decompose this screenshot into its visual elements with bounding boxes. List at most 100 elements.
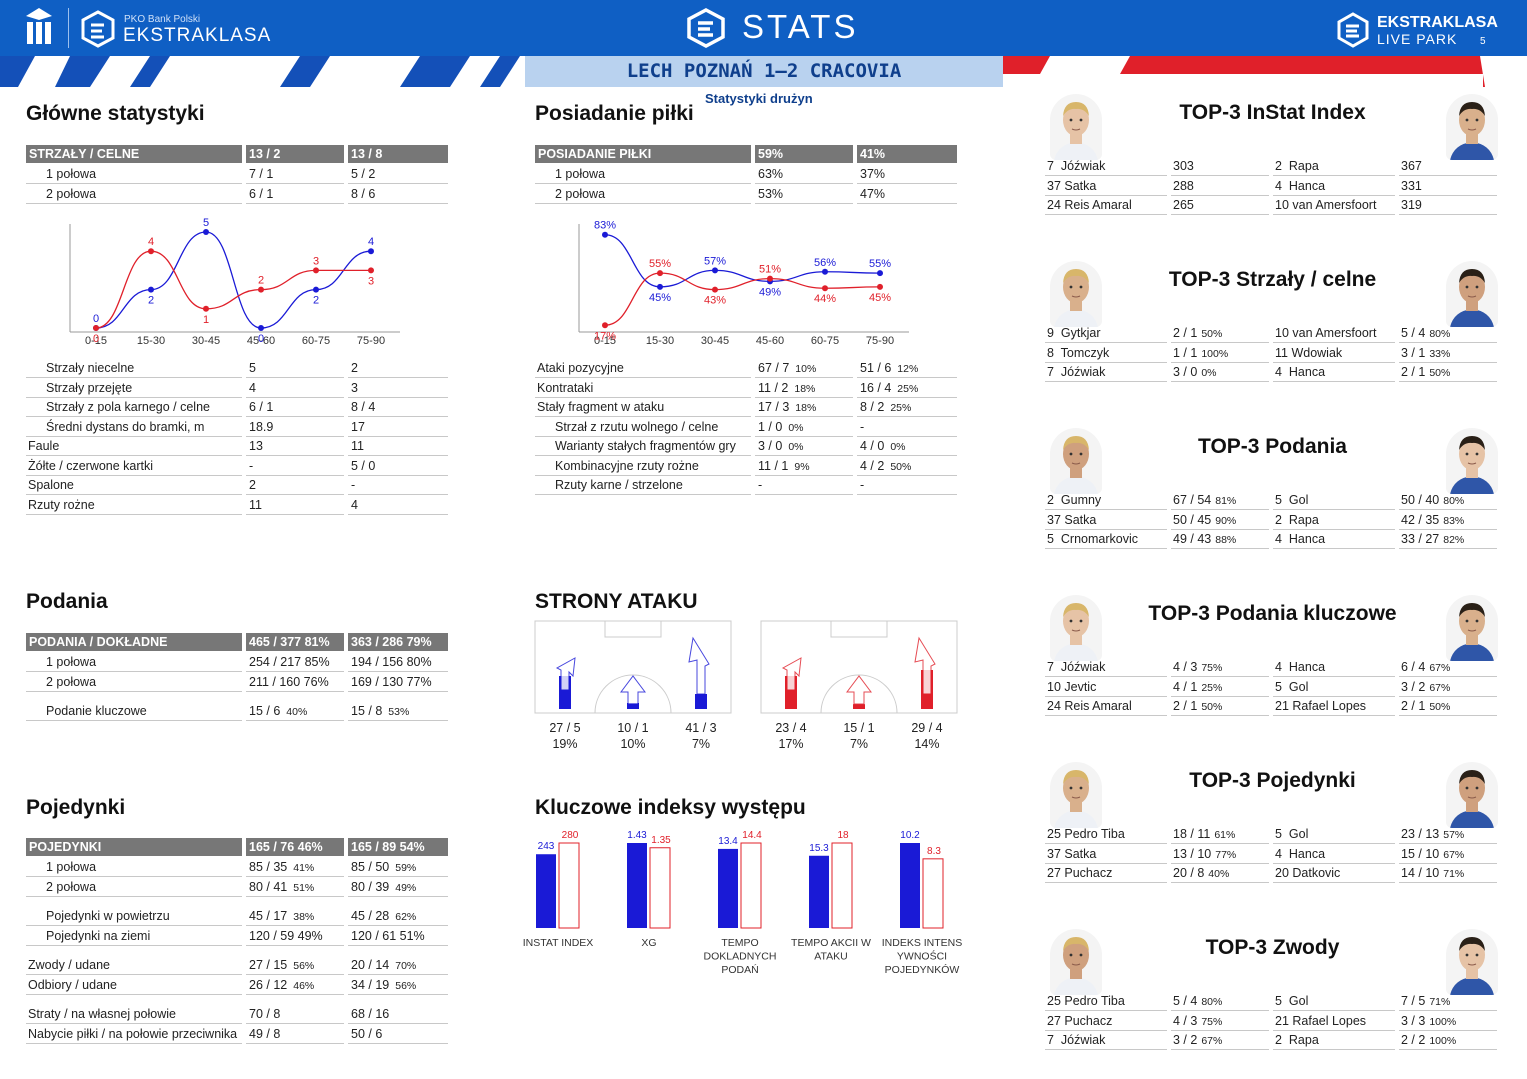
main-stats-table: STRZAŁY / CELNE 13 / 2 13 / 8 1 połowa 7 / 1… — [26, 145, 448, 204]
cell-percent: 25% — [890, 402, 912, 414]
x-tick-label: 15-30 — [137, 335, 165, 347]
home-point — [368, 248, 374, 255]
top-cell: 3 / 3 100% — [1399, 1012, 1497, 1031]
player-value: 2 / 1 — [1173, 326, 1198, 340]
cell-value: Kontrataki — [537, 380, 594, 395]
player-value: 319 — [1401, 198, 1422, 212]
player-value: 303 — [1173, 159, 1194, 173]
table-row: Stały fragment w ataku 17 / 3 18% 8 / 2 25% — [535, 398, 957, 417]
table-cell: - — [857, 476, 957, 495]
player-name: 11 Wdowiak — [1275, 345, 1343, 360]
home-player-photo — [1050, 428, 1102, 494]
table-cell: 13 — [246, 437, 344, 456]
top-cell: 4 / 1 25% — [1171, 678, 1269, 697]
table-cell: 45 / 28 62% — [348, 907, 448, 926]
player-value: 1 / 1 — [1173, 345, 1198, 360]
league-text: EKSTRAKLASA — [123, 25, 272, 46]
sponsor-text: PKO Bank Polski — [124, 14, 201, 25]
player-percent: 50% — [1429, 367, 1451, 379]
table-cell: 1 połowa — [535, 165, 751, 184]
player-name: 7 Jóźwiak — [1047, 159, 1106, 173]
subtitle: Statystyki drużyn — [705, 91, 813, 106]
away-player-photo — [1446, 762, 1498, 828]
player-value: 20 / 8 — [1173, 866, 1205, 880]
category-label: TEMPO — [721, 937, 758, 949]
table-row: 2 połowa 211 / 160 76% 169 / 130 77% — [26, 673, 448, 692]
category-label: DOKLADNYCH — [704, 951, 777, 963]
cell-value: 15 / 6 — [249, 704, 281, 718]
table-row: 1 połowa 7 / 1 5 / 2 — [26, 165, 448, 184]
table-cell: 165 / 76 46% — [246, 838, 344, 856]
attack-percent: 7% — [692, 737, 710, 751]
attack-value: 41 / 3 — [685, 721, 716, 735]
table-cell: 120 / 61 51% — [348, 927, 448, 946]
top-cell: 4 / 3 75% — [1171, 658, 1269, 677]
home-player-photo — [1050, 929, 1102, 995]
player-value: 5 / 4 — [1401, 326, 1426, 340]
attack-value: 10 / 1 — [617, 721, 648, 735]
player-name: 27 Puchacz — [1047, 866, 1113, 880]
cell-value: 67 / 7 — [758, 361, 790, 375]
home-bar — [718, 848, 738, 928]
table-cell: 1 / 0 0% — [755, 418, 853, 437]
cell-value: 26 / 12 — [249, 977, 288, 992]
home-bar — [809, 855, 829, 928]
away-data-label: 45% — [869, 292, 891, 304]
away-bar-label: 18 — [837, 830, 849, 841]
away-player-photo — [1446, 94, 1498, 160]
home-point — [313, 286, 319, 293]
category-label: INSTAT INDEX — [523, 937, 594, 949]
cell-value: Rzuty karne / strzelone — [555, 478, 683, 492]
cell-value: Kombinacyjne rzuty rożne — [555, 458, 699, 473]
table-row: 2 połowa 80 / 41 51% 80 / 39 49% — [26, 878, 448, 897]
penalty-box — [830, 620, 888, 638]
away-bar-label: 14.4 — [742, 830, 762, 841]
attack-value: 23 / 4 — [775, 721, 806, 735]
table-cell: 169 / 130 77% — [348, 673, 448, 692]
table-cell: 59% — [755, 145, 853, 163]
top-cell: 2 / 1 50% — [1399, 697, 1497, 716]
attack-arrow-icon — [846, 675, 872, 705]
top-cell: 2 Rapa — [1273, 511, 1395, 530]
livepark-logo-icon — [1337, 12, 1369, 48]
top-cell: 4 Hanca — [1273, 177, 1395, 196]
player-value: 3 / 0 — [1173, 365, 1198, 379]
top-cell: 11 Wdowiak — [1273, 344, 1395, 363]
top-cell: 49 / 43 88% — [1171, 530, 1269, 549]
category-label: PODAŃ — [721, 963, 758, 976]
possession-table: POSIADANIE PIŁKI 59% 41% 1 połowa 63% 37% 2 po… — [535, 145, 957, 205]
top-cell: 21 Rafael Lopes — [1273, 1012, 1395, 1031]
top-cell: 2 Rapa — [1273, 1031, 1395, 1050]
cell-value: - — [249, 458, 254, 473]
away-point — [657, 270, 663, 277]
top-cell: 2 / 1 50% — [1399, 363, 1497, 382]
player-name: 24 Reis Amaral — [1047, 198, 1132, 212]
player-name: 5 Crnomarkovic — [1047, 532, 1138, 546]
shots-chart: 0-15 15-30 30-45 45-60 60-75 75-90 0 2 5 0 2 4 0 4 1 2 3… — [69, 217, 400, 347]
player-name: 5 Gol — [1275, 827, 1309, 841]
player-value: 2 / 1 — [1401, 365, 1426, 379]
top-cell: 2 Rapa — [1273, 157, 1395, 176]
cell-percent: 51% — [293, 881, 315, 894]
center-circle — [594, 674, 672, 714]
top-cell: 23 / 13 57% — [1399, 825, 1497, 844]
player-name: 7 Jóźwiak — [1047, 365, 1106, 379]
table-cell: Strzały przejęte — [26, 379, 242, 398]
player-percent: 80% — [1429, 328, 1451, 340]
player-percent: 71% — [1429, 996, 1451, 1008]
away-bar — [740, 842, 762, 929]
player-percent: 67% — [1201, 1035, 1223, 1047]
table-cell: 20 / 14 70% — [348, 956, 448, 975]
player-percent: 61% — [1214, 829, 1236, 841]
player-value: 367 — [1401, 159, 1422, 173]
top-cell: 7 Jóźwiak — [1045, 1031, 1167, 1050]
top-cell: 5 Gol — [1273, 992, 1395, 1011]
cell-value: 70 / 8 — [249, 1007, 281, 1021]
player-percent: 100% — [1429, 1015, 1457, 1028]
table-cell: 2 — [348, 359, 448, 378]
category-label: XG — [641, 937, 656, 949]
table-cell: Pojedynki w powietrzu — [26, 907, 242, 926]
player-value: 67 / 54 — [1173, 493, 1212, 507]
cell-value: 50 / 6 — [351, 1026, 383, 1041]
table-cell: 50 / 6 — [348, 1025, 448, 1044]
